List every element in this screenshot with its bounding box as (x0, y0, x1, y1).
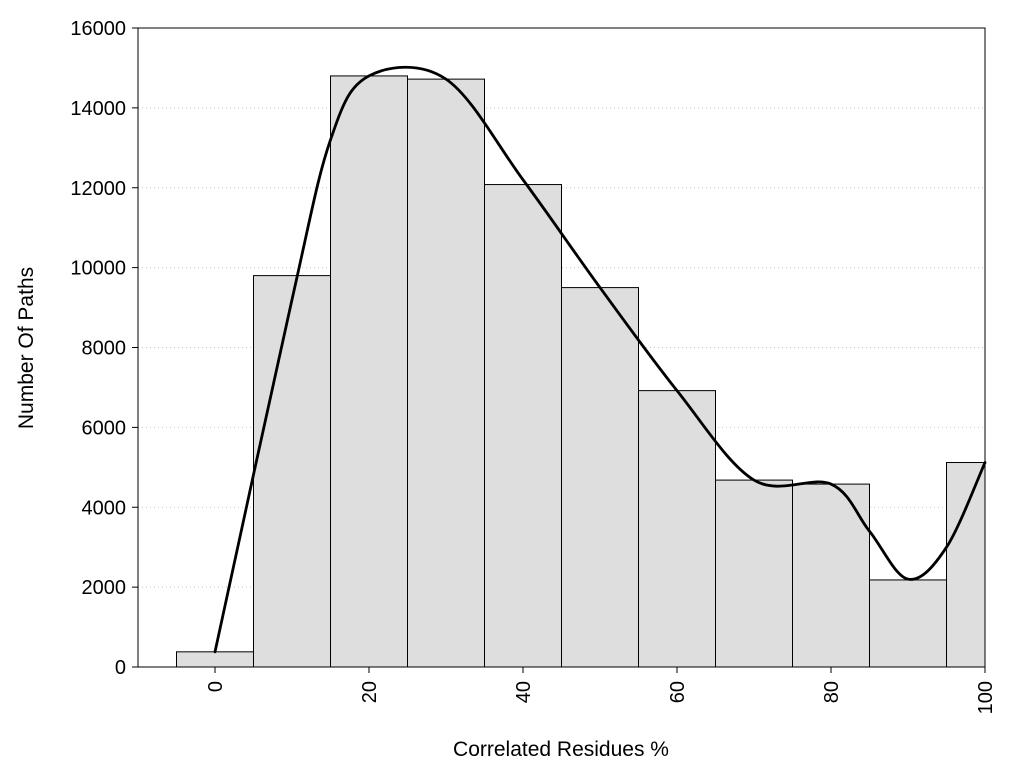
histogram-bar (176, 651, 254, 668)
y-tick-label: 6000 (82, 417, 127, 439)
histogram-bar (792, 483, 870, 668)
x-axis-ticks: 0 20 40 60 80 100 (205, 667, 997, 714)
y-tick-label: 12000 (70, 178, 126, 200)
y-tick-label: 16000 (70, 18, 126, 40)
trend-line (213, 65, 987, 654)
y-axis-ticks: 0 2000 4000 6000 8000 10000 12000 14000 16000 (70, 18, 138, 679)
x-tick-label: 0 (205, 681, 227, 692)
histogram-bar (484, 184, 562, 668)
x-tick-label: 100 (975, 681, 997, 714)
y-tick-label: 2000 (82, 577, 127, 599)
histogram-bars (176, 75, 986, 668)
histogram-bar (407, 78, 485, 668)
histogram-bar (253, 275, 331, 668)
histogram-bar (869, 579, 947, 668)
y-tick-label: 10000 (70, 258, 126, 280)
x-tick-label: 60 (667, 681, 689, 703)
trend-line-group (213, 65, 987, 654)
histogram-bar (638, 390, 716, 668)
histogram-bar (946, 462, 986, 668)
histogram-bar (715, 479, 793, 668)
x-tick-label: 40 (513, 681, 535, 703)
y-axis-title: Number Of Paths (15, 267, 38, 429)
x-axis-title: Correlated Residues % (453, 738, 669, 761)
histogram-bar (330, 75, 408, 668)
x-tick-label: 20 (359, 681, 381, 703)
y-tick-label: 0 (115, 657, 126, 679)
y-tick-label: 8000 (82, 338, 127, 360)
x-tick-label: 80 (821, 681, 843, 703)
y-tick-label: 4000 (82, 497, 127, 519)
y-tick-label: 14000 (70, 98, 126, 120)
histogram-bar (561, 287, 639, 668)
